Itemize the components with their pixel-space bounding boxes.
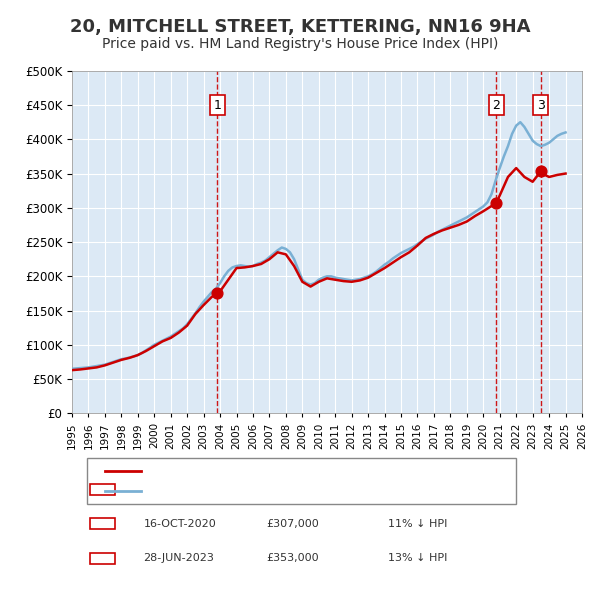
FancyBboxPatch shape [90, 484, 115, 494]
Text: 20, MITCHELL STREET, KETTERING, NN16 9HA (detached house): 20, MITCHELL STREET, KETTERING, NN16 9HA… [149, 466, 481, 476]
Text: 13% ↓ HPI: 13% ↓ HPI [388, 553, 448, 563]
Text: 04-NOV-2003: 04-NOV-2003 [143, 484, 218, 494]
Text: 1: 1 [214, 99, 221, 112]
Text: HPI: Average price, detached house, North Northamptonshire: HPI: Average price, detached house, Nort… [149, 486, 469, 496]
Text: £353,000: £353,000 [266, 553, 319, 563]
Text: 3: 3 [537, 99, 545, 112]
Text: 3: 3 [99, 553, 106, 563]
Point [491, 198, 501, 208]
Text: 1: 1 [99, 484, 106, 494]
Text: 2: 2 [98, 519, 106, 529]
Text: 11% ↓ HPI: 11% ↓ HPI [388, 519, 448, 529]
FancyBboxPatch shape [90, 553, 115, 564]
Point [536, 167, 545, 176]
Text: 20, MITCHELL STREET, KETTERING, NN16 9HA: 20, MITCHELL STREET, KETTERING, NN16 9HA [70, 18, 530, 35]
Text: Price paid vs. HM Land Registry's House Price Index (HPI): Price paid vs. HM Land Registry's House … [102, 37, 498, 51]
Text: £307,000: £307,000 [266, 519, 319, 529]
Text: 2: 2 [493, 99, 500, 112]
Text: £174,995: £174,995 [266, 484, 319, 494]
FancyBboxPatch shape [88, 458, 516, 504]
Text: 28-JUN-2023: 28-JUN-2023 [143, 553, 214, 563]
Point [212, 289, 222, 298]
FancyBboxPatch shape [90, 519, 115, 529]
Text: 4% ↓ HPI: 4% ↓ HPI [388, 484, 440, 494]
Text: 16-OCT-2020: 16-OCT-2020 [143, 519, 216, 529]
